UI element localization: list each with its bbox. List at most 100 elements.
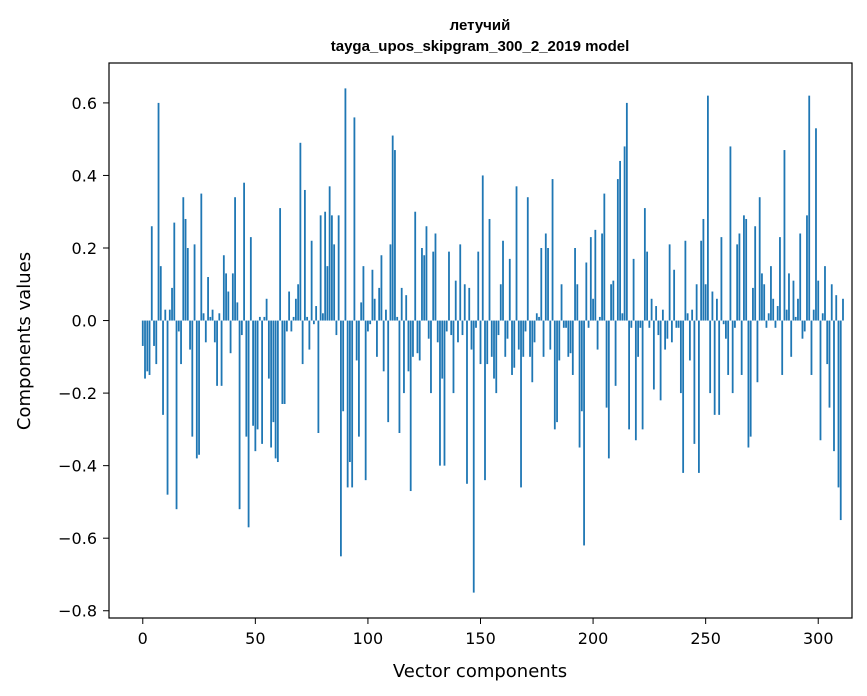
bar-228 (655, 306, 658, 321)
bar-157 (495, 320, 498, 394)
bar-53 (261, 320, 263, 444)
bar-55 (265, 298, 268, 321)
bar-42 (236, 302, 239, 321)
x-tick-label: 200 (578, 629, 609, 648)
bar-194 (578, 320, 581, 448)
bar-148 (475, 320, 477, 328)
y-tick-label: 0.2 (72, 239, 97, 258)
bar-87 (337, 215, 340, 321)
bar-212 (619, 160, 621, 321)
bar-118 (407, 320, 410, 372)
bar-9 (162, 320, 164, 415)
bar-166 (515, 186, 518, 321)
bar-280 (772, 298, 775, 321)
y-tick-label: 0.4 (72, 166, 97, 185)
x-tick-label: 300 (803, 629, 834, 648)
bar-14 (173, 222, 176, 321)
bar-107 (382, 320, 385, 372)
bar-153 (486, 320, 489, 365)
bar-245 (693, 320, 696, 444)
bar-139 (454, 280, 457, 321)
bar-260 (727, 320, 730, 375)
bar-251 (707, 95, 709, 321)
bar-34 (218, 313, 221, 321)
x-axis-ticks: 0 50 100 150 200 250 300 (138, 618, 834, 648)
bar-197 (585, 262, 588, 321)
bar-35 (220, 320, 223, 386)
bar-230 (659, 320, 662, 401)
bar-100 (367, 320, 369, 332)
bar-202 (596, 320, 599, 350)
bar-8 (159, 266, 162, 321)
bar-206 (605, 320, 608, 408)
bar-281 (774, 320, 777, 328)
bar-258 (722, 320, 725, 325)
y-tick-label: −0.8 (58, 602, 97, 621)
bar-266 (740, 320, 743, 375)
bar-293 (801, 320, 804, 339)
bar-239 (679, 320, 682, 394)
bar-66 (290, 320, 293, 332)
bar-123 (418, 320, 421, 361)
bar-169 (522, 320, 525, 357)
bar-183 (553, 320, 556, 430)
bar-190 (569, 320, 572, 354)
bar-287 (788, 273, 790, 321)
bar-85 (333, 244, 336, 321)
bar-94 (353, 117, 356, 321)
bar-265 (738, 233, 741, 321)
bar-274 (758, 197, 761, 321)
bar-96 (358, 320, 360, 437)
bar-296 (808, 95, 811, 321)
bar-276 (763, 284, 766, 321)
bar-267 (743, 215, 745, 321)
bar-182 (551, 179, 554, 321)
bar-90 (344, 88, 347, 321)
bar-235 (670, 320, 673, 343)
bar-23 (193, 244, 196, 321)
bar-63 (283, 320, 286, 404)
bar-6 (155, 320, 158, 365)
bar-297 (810, 320, 813, 375)
bar-196 (583, 320, 585, 546)
y-tick-label: −0.2 (58, 384, 97, 403)
bar-144 (466, 320, 468, 484)
bar-289 (792, 280, 795, 321)
bar-141 (459, 244, 462, 321)
bar-198 (587, 320, 590, 328)
bar-288 (790, 320, 793, 357)
bar-257 (720, 237, 723, 321)
bar-150 (479, 320, 482, 365)
bar-283 (779, 237, 781, 321)
bar-242 (686, 313, 689, 321)
bar-91 (346, 320, 349, 488)
bar-101 (369, 320, 372, 325)
bar-142 (461, 320, 464, 336)
bar-43 (238, 320, 241, 510)
bar-211 (616, 179, 619, 321)
bar-69 (297, 284, 300, 321)
bar-186 (560, 284, 563, 321)
bar-75 (310, 240, 313, 321)
bar-209 (612, 280, 615, 321)
bar-163 (508, 258, 511, 321)
bar-40 (231, 273, 234, 321)
bar-138 (452, 320, 455, 394)
bar-1 (144, 320, 146, 379)
bar-285 (783, 150, 786, 321)
bar-10 (164, 309, 167, 321)
chart-title-line-2: tayga_upos_skipgram_300_2_2019 model (331, 38, 630, 55)
bar-226 (650, 298, 653, 321)
bar-231 (661, 309, 664, 321)
bar-177 (540, 248, 543, 321)
bar-2 (146, 320, 149, 372)
bar-284 (781, 320, 784, 375)
bar-179 (544, 233, 547, 321)
bar-204 (601, 233, 603, 321)
bar-234 (668, 244, 671, 321)
bar-47 (247, 320, 250, 528)
bar-112 (394, 150, 396, 321)
bar-114 (398, 320, 401, 433)
bar-51 (256, 320, 259, 430)
